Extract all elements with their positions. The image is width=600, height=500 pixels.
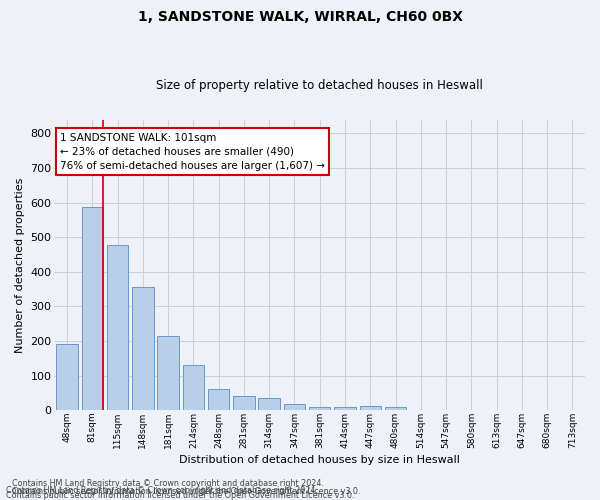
- Bar: [259, 398, 280, 410]
- Bar: [157, 336, 179, 410]
- Bar: [309, 407, 331, 410]
- Bar: [385, 407, 406, 410]
- Bar: [284, 404, 305, 410]
- Text: 1, SANDSTONE WALK, WIRRAL, CH60 0BX: 1, SANDSTONE WALK, WIRRAL, CH60 0BX: [137, 10, 463, 24]
- Bar: [56, 344, 78, 410]
- Bar: [132, 288, 154, 410]
- Bar: [182, 366, 204, 410]
- Bar: [359, 406, 381, 410]
- Y-axis label: Number of detached properties: Number of detached properties: [15, 177, 25, 352]
- Text: Contains public sector information licensed under the Open Government Licence v3: Contains public sector information licen…: [12, 487, 361, 496]
- Title: Size of property relative to detached houses in Heswall: Size of property relative to detached ho…: [156, 79, 483, 92]
- Bar: [208, 389, 229, 410]
- Text: Contains HM Land Registry data © Crown copyright and database right 2024.: Contains HM Land Registry data © Crown c…: [12, 478, 324, 488]
- Text: 1 SANDSTONE WALK: 101sqm
← 23% of detached houses are smaller (490)
76% of semi-: 1 SANDSTONE WALK: 101sqm ← 23% of detach…: [60, 132, 325, 170]
- Text: Contains public sector information licensed under the Open Government Licence v3: Contains public sector information licen…: [6, 491, 355, 500]
- Bar: [334, 407, 356, 410]
- X-axis label: Distribution of detached houses by size in Heswall: Distribution of detached houses by size …: [179, 455, 460, 465]
- Bar: [82, 207, 103, 410]
- Bar: [233, 396, 254, 410]
- Bar: [107, 245, 128, 410]
- Text: Contains HM Land Registry data © Crown copyright and database right 2024.: Contains HM Land Registry data © Crown c…: [6, 486, 318, 495]
